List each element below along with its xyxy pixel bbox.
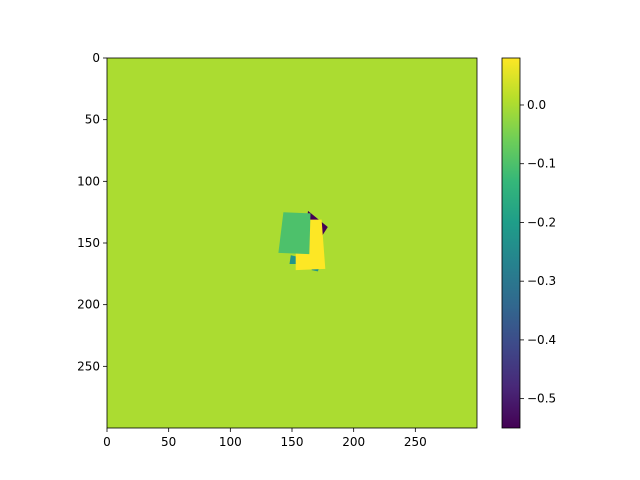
x-axis: 0 50 100 150 200 250 (103, 428, 427, 449)
colorbar-tick-label: −0.3 (527, 274, 556, 288)
y-axis: 0 50 100 150 200 250 (77, 51, 107, 373)
colorbar-tick-label: −0.4 (527, 333, 556, 347)
heatmap-regions (278, 210, 328, 272)
y-tick-label: 250 (77, 359, 100, 373)
colorbar: 0.0 −0.1 −0.2 −0.3 −0.4 −0.5 (501, 57, 556, 429)
colorbar-gradient (502, 58, 520, 428)
x-tick-label: 0 (103, 435, 111, 449)
heatmap-region-1 (289, 255, 297, 264)
colorbar-tick-label: −0.1 (527, 157, 556, 171)
colorbar-frame (501, 57, 521, 429)
x-tick-label: 250 (404, 435, 427, 449)
heatmap-region-4 (278, 212, 311, 255)
y-tick-label: 0 (92, 51, 100, 65)
x-tick-label: 50 (161, 435, 176, 449)
y-tick-label: 50 (85, 113, 100, 127)
colorbar-tick-label: −0.2 (527, 215, 556, 229)
colorbar-tick-label: 0.0 (527, 98, 546, 112)
x-tick-label: 100 (219, 435, 242, 449)
colorbar-tick-label: −0.5 (527, 392, 556, 406)
x-tick-label: 150 (281, 435, 304, 449)
y-tick-label: 200 (77, 298, 100, 312)
x-tick-label: 200 (342, 435, 365, 449)
plot-area (106, 57, 478, 429)
y-tick-label: 100 (77, 174, 100, 188)
heatmap-region-3 (295, 219, 326, 271)
y-tick-label: 150 (77, 236, 100, 250)
